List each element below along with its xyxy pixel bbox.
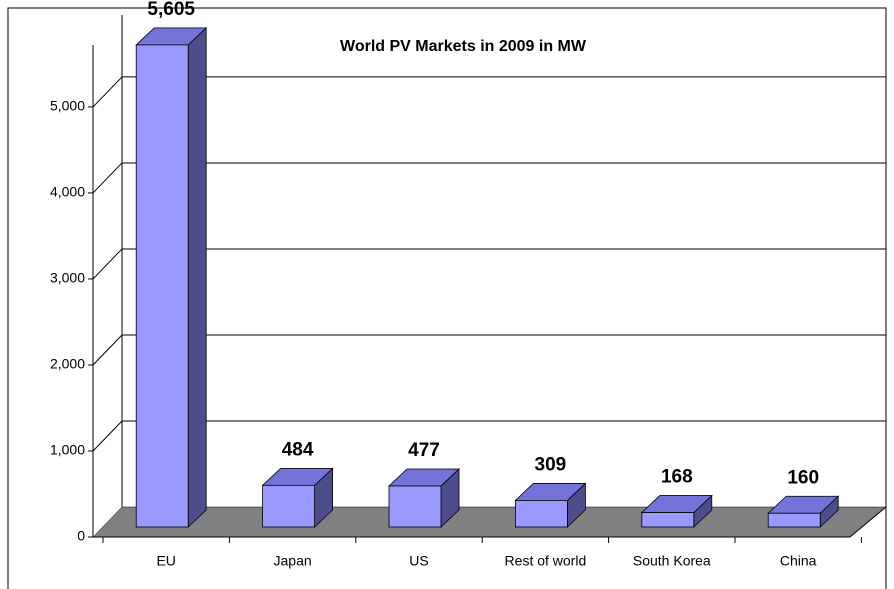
y-tick-label: 0	[77, 528, 85, 544]
bar	[261, 467, 334, 528]
bar-side	[187, 26, 207, 528]
x-tick-label: Japan	[274, 553, 312, 569]
bar-front	[388, 485, 442, 528]
chart-title: World PV Markets in 2009 in MW	[340, 38, 587, 55]
value-label: 309	[535, 454, 567, 475]
x-tick-label: Rest of world	[505, 553, 587, 569]
value-label: 168	[661, 467, 693, 488]
bar-front	[135, 44, 189, 528]
grid-diagonal	[92, 248, 123, 280]
grid-diagonal	[92, 76, 123, 108]
x-tick-label: EU	[156, 553, 175, 569]
bar	[135, 26, 208, 528]
y-tick-label: 1,000	[50, 442, 85, 458]
bar	[640, 494, 713, 528]
bar	[767, 495, 840, 528]
bar-front	[767, 512, 821, 528]
value-label: 160	[787, 467, 819, 488]
value-label: 484	[282, 439, 314, 460]
grid-diagonal	[92, 162, 123, 194]
x-tick-label: US	[409, 553, 428, 569]
grid-diagonal	[92, 420, 123, 452]
y-tick-label: 2,000	[50, 356, 85, 372]
chart-frame	[7, 7, 887, 589]
x-tick-label: South Korea	[633, 553, 711, 569]
x-tick-label: China	[780, 553, 817, 569]
bar-front	[262, 484, 316, 528]
floor	[92, 506, 887, 538]
bar	[387, 468, 461, 528]
bar	[514, 482, 587, 528]
y-tick-label: 4,000	[50, 184, 85, 200]
value-label: 5,605	[147, 0, 195, 20]
y-tick-label: 3,000	[50, 270, 85, 286]
bar-front	[515, 500, 568, 528]
y-tick-label: 5,000	[50, 98, 85, 114]
bar-front	[641, 512, 695, 528]
value-label: 477	[408, 440, 440, 461]
grid-diagonal	[92, 334, 123, 366]
x-axis-depth	[849, 506, 887, 538]
